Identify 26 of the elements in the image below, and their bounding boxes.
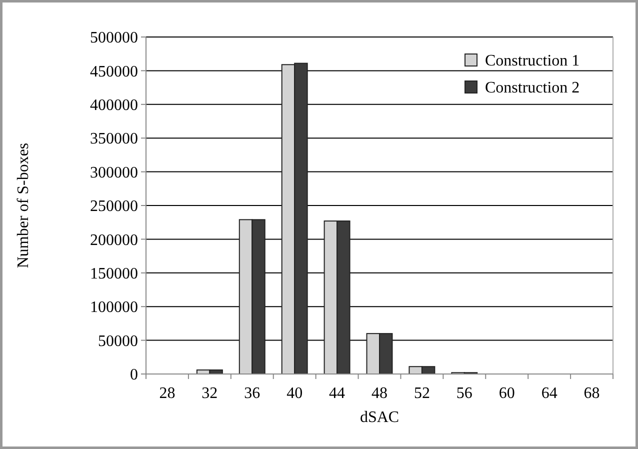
x-axis-title: dSAC: [360, 409, 400, 426]
y-tick-label: 350000: [90, 130, 138, 148]
x-tick-label: 44: [329, 385, 346, 402]
x-tick-label: 64: [541, 385, 558, 402]
x-tick-label: 40: [286, 385, 303, 402]
legend-label: Construction 1: [485, 52, 580, 70]
x-tick-label: 52: [414, 385, 430, 402]
x-tick-label: 28: [159, 385, 176, 402]
y-tick-label: 0: [130, 366, 138, 384]
y-tick-label: 150000: [90, 266, 138, 282]
legend-label: Construction 2: [485, 80, 580, 97]
y-axis-title: Number of S-boxes: [15, 142, 32, 268]
y-tick-label: 250000: [90, 198, 138, 216]
y-tick-label: 300000: [90, 164, 138, 182]
x-tick-label: 36: [244, 385, 260, 402]
y-tick-label: 200000: [90, 232, 138, 249]
y-tick-label: 400000: [90, 97, 138, 114]
y-tick-label: 500000: [90, 30, 138, 47]
x-tick-label: 48: [372, 385, 388, 402]
x-tick-label: 32: [202, 385, 218, 402]
x-tick-label: 68: [584, 385, 600, 402]
x-tick-label: 60: [498, 385, 515, 402]
x-tick-label: 56: [456, 385, 472, 402]
y-tick-label: 50000: [98, 332, 138, 350]
y-tick-label: 100000: [90, 299, 138, 316]
y-tick-label: 450000: [90, 63, 138, 80]
